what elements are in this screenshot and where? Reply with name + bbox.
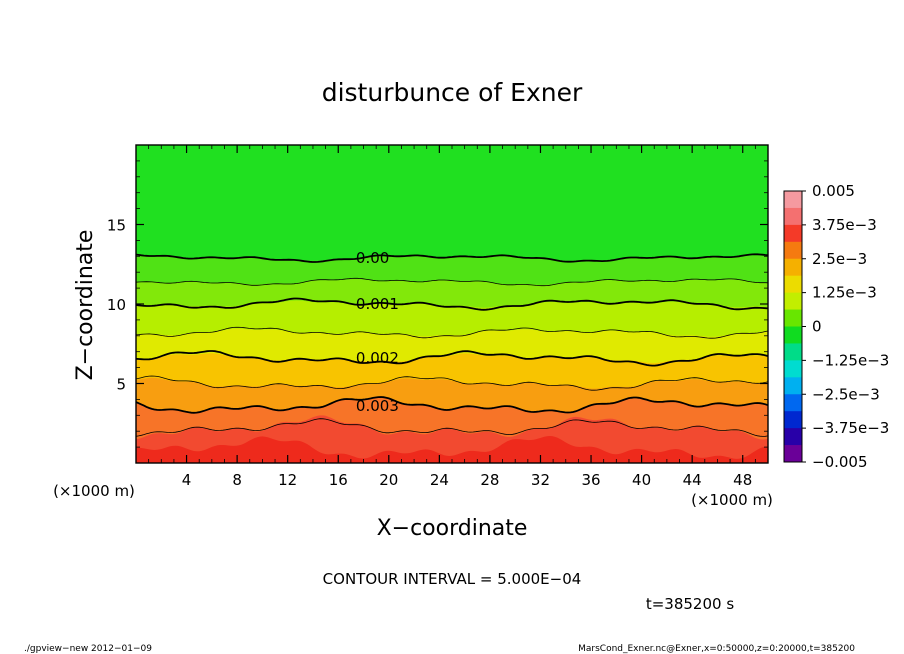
y-tick-label: 15 (107, 217, 126, 235)
x-tick-label: 4 (182, 471, 192, 489)
colorbar-segment (784, 275, 802, 294)
colorbar-label: 3.75e−3 (812, 216, 877, 234)
x-tick-label: 32 (531, 471, 550, 489)
field-layers (136, 145, 768, 463)
colorbar-segment (784, 445, 802, 463)
contour-line (136, 418, 768, 437)
footer-left: ./gpview−new 2012−01−09 (24, 644, 152, 654)
contour-label: 0.003 (356, 397, 399, 415)
contour-line (136, 297, 768, 311)
contour-line (136, 375, 768, 391)
colorbar-label: 0.005 (812, 182, 855, 200)
colorbar-segment (784, 428, 802, 446)
colorbar (783, 190, 803, 463)
x-tick-label: 20 (379, 471, 398, 489)
x-tick-label: 8 (232, 471, 242, 489)
colorbar-label: −3.75e−3 (812, 419, 889, 437)
contour-label: 0.00 (356, 249, 389, 267)
colorbar-label: 2.5e−3 (812, 250, 867, 268)
colorbar-segment (784, 224, 802, 243)
x-tick-label: 28 (480, 471, 499, 489)
contour-labels: 0.00 0.001 0.002 0.003 (356, 249, 399, 415)
colorbar-segment (784, 326, 802, 344)
contour-interval-note: CONTOUR INTERVAL = 5.000E−04 (323, 570, 582, 588)
contour-line (136, 253, 768, 263)
contour-lines (136, 253, 768, 437)
colorbar-segment (784, 207, 802, 226)
colorbar-segment (784, 258, 802, 277)
colorbar-label: −2.5e−3 (812, 385, 880, 403)
x-tick-label: 24 (430, 471, 449, 489)
footer-right: MarsCond_Exner.nc@Exner,x=0:50000,z=0:20… (578, 644, 855, 654)
x-unit-left: (×1000 m) (53, 482, 135, 500)
contour-line (136, 326, 768, 339)
x-tick-label: 36 (581, 471, 600, 489)
x-axis-label: X−coordinate (377, 516, 528, 541)
colorbar-segment (784, 411, 802, 429)
x-tick-label: 48 (733, 471, 752, 489)
colorbar-label: −0.005 (812, 453, 868, 471)
colorbar-segment (784, 241, 802, 260)
colorbar-segment (784, 292, 802, 311)
x-tick-label: 44 (683, 471, 702, 489)
x-tick-label: 40 (632, 471, 651, 489)
time-stamp: t=385200 s (646, 595, 734, 613)
colorbar-segment (784, 191, 802, 209)
plot-area (136, 145, 768, 463)
x-axis: 4 8 12 16 20 24 28 32 36 40 44 48 (148, 145, 756, 489)
colorbar-segment (784, 360, 802, 378)
colorbar-label: −1.25e−3 (812, 351, 889, 369)
chart-title: disturbunce of Exner (322, 78, 583, 107)
colorbar-segment (784, 394, 802, 412)
contour-line (136, 396, 768, 414)
field-band (136, 436, 768, 463)
colorbar-label: 1.25e−3 (812, 284, 877, 302)
y-tick-label: 10 (107, 296, 126, 314)
x-tick-label: 12 (278, 471, 297, 489)
colorbar-segment (784, 343, 802, 361)
contour-label: 0.001 (356, 295, 399, 313)
x-unit-right: (×1000 m) (691, 491, 773, 509)
y-axis: 5 10 15 (107, 160, 768, 448)
colorbar-label: 0 (812, 318, 822, 336)
colorbar-segment (784, 377, 802, 395)
colorbar-labels: 0.005 3.75e−3 2.5e−3 1.25e−3 0 −1.25e−3 −2.5e−… (802, 182, 889, 471)
contour-label: 0.002 (356, 349, 399, 367)
x-tick-label: 16 (329, 471, 348, 489)
colorbar-segment (784, 309, 802, 327)
contour-line (136, 277, 768, 287)
y-axis-label: Z−coordinate (73, 230, 98, 381)
y-tick-label: 5 (116, 376, 126, 394)
contour-line (136, 350, 768, 367)
